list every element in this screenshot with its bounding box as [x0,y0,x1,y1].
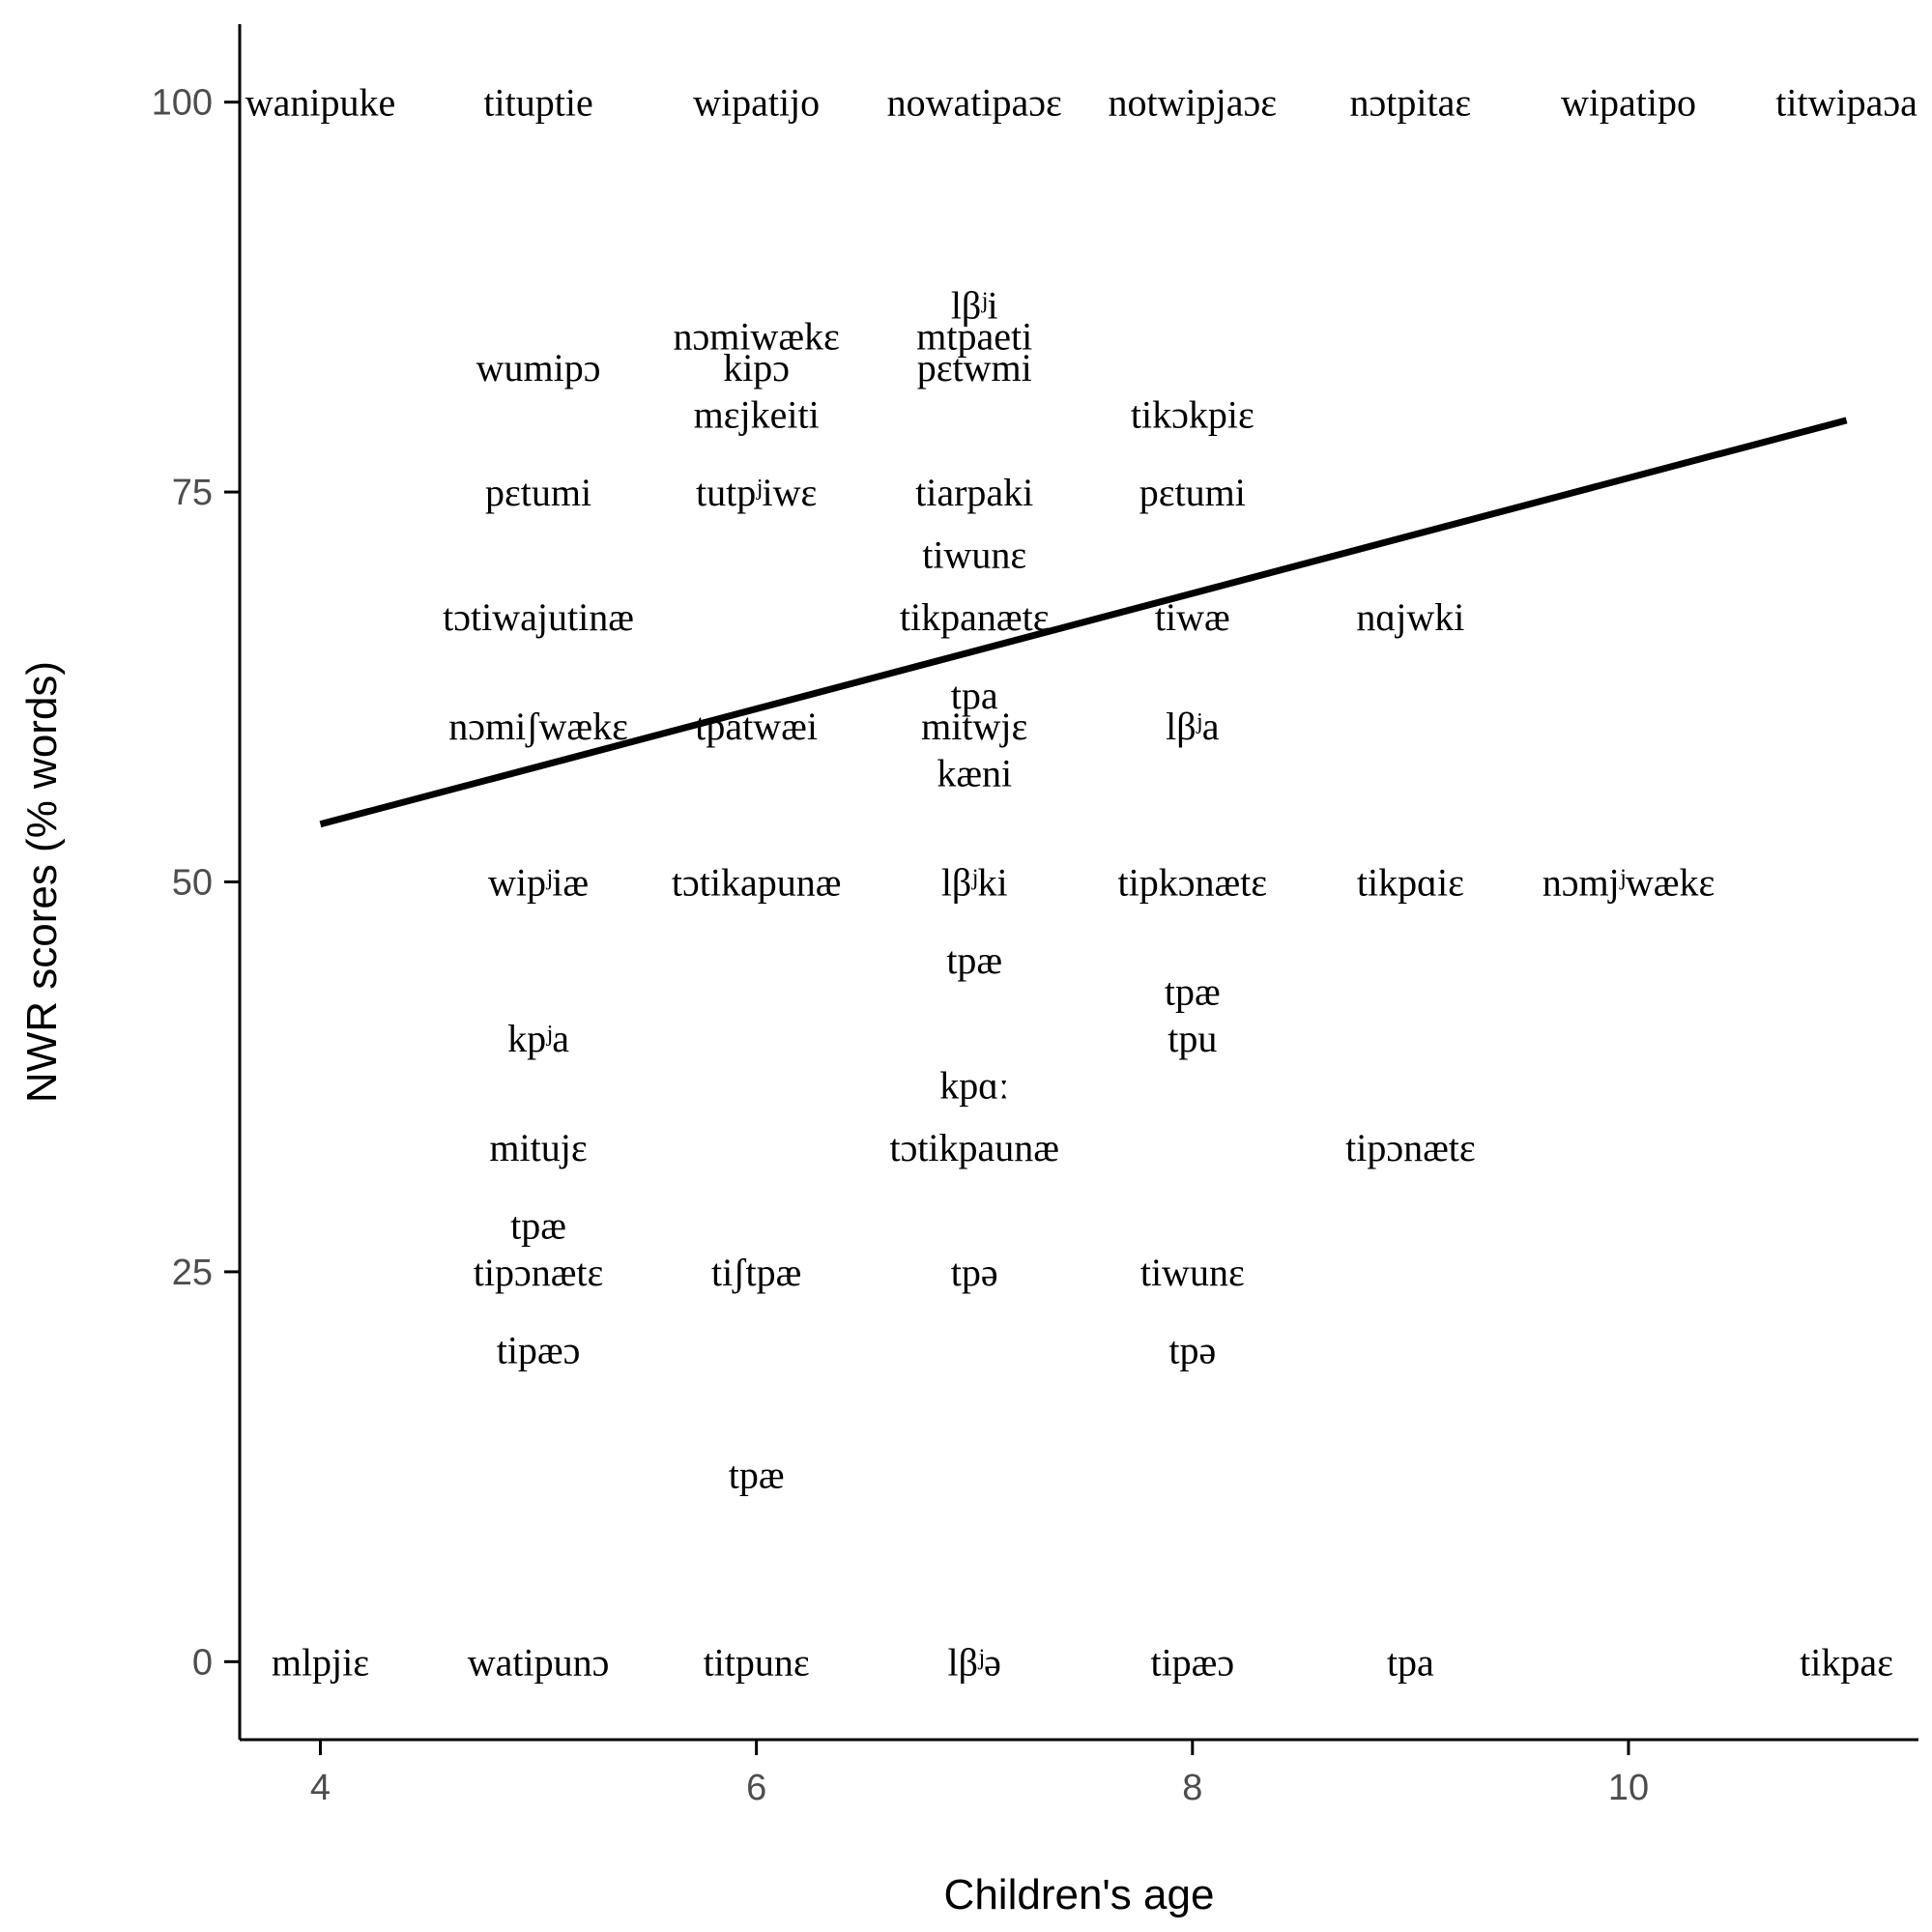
word-point: tpa [1387,1640,1434,1684]
word-point: kpʲa [507,1017,569,1060]
word-point: nɑjwki [1356,595,1464,639]
word-point: wipatijo [693,81,820,125]
word-point: tipæɔ [1150,1640,1234,1684]
word-point: mtpaeti [916,315,1032,359]
word-point: tikɔkpiɛ [1131,392,1254,436]
word-point: pɛtumi [485,471,591,514]
word-point: tipæɔ [497,1329,581,1372]
word-point: tpə [951,1251,998,1294]
y-tick-label: 100 [152,83,213,124]
word-point: tikpɑiɛ [1357,861,1464,905]
word-point: wanipuke [245,81,396,125]
word-point: tipɔnætɛ [474,1251,604,1294]
y-tick-label: 75 [172,473,213,513]
y-tick-label: 50 [172,863,213,904]
x-tick-label: 6 [746,1768,766,1808]
y-tick-label: 0 [192,1642,213,1683]
x-tick-label: 4 [310,1768,331,1808]
trend-line [319,417,1848,828]
word-point: wipʲiæ [488,861,589,905]
x-axis-ticks: 4 6 8 10 [310,1740,1649,1808]
word-point: kæni [937,752,1012,795]
x-tick-label: 10 [1608,1768,1649,1808]
word-point: tutpʲiwɛ [696,471,817,514]
word-point: tpæ [510,1204,566,1248]
word-point: lβʲa [1166,705,1220,748]
word-point: tpa [951,674,998,717]
word-point: nɔtpitaɛ [1350,81,1472,125]
word-point: tiʃtpæ [711,1251,801,1294]
y-tick-label: 25 [172,1253,213,1293]
word-point: tpæ [1165,969,1221,1013]
word-point: kpɑː [939,1063,1009,1107]
word-point: tiwunɛ [1140,1251,1245,1294]
word-point: tɔtikapunæ [672,861,842,905]
word-point: pɛtumi [1139,471,1246,514]
word-point: tipkɔnætɛ [1118,861,1268,905]
word-point: nowatipaɔɛ [887,81,1062,125]
word-point: titwipaɔa [1775,81,1918,125]
word-point: lβʲki [941,861,1008,905]
word-point: lβʲə [948,1640,1001,1684]
word-point: tituptie [483,81,592,125]
y-axis-title: NWR scores (% words) [18,661,66,1103]
word-point: mɛjkeiti [694,392,820,436]
word-point: wipatipo [1561,81,1696,125]
word-point: tipɔnætɛ [1345,1126,1476,1169]
word-point: tpu [1168,1017,1217,1060]
word-point: tpə [1168,1329,1216,1372]
word-point: nɔmiwækɛ [673,315,839,359]
word-point: tpæ [946,938,1002,982]
y-axis-ticks: 0 25 50 75 100 [152,83,240,1683]
word-point: wumipɔ [476,346,601,389]
word-point: tiarpaki [915,471,1033,514]
word-point: mitwjɛ [921,705,1027,748]
word-point: notwipjaɔɛ [1109,81,1278,125]
word-point: nɔmiʃwækɛ [448,705,628,748]
word-point: nɔmjʲwækɛ [1543,861,1716,905]
axes: 4 6 8 10 0 25 50 75 100 [152,24,1918,1808]
word-point: titpunɛ [704,1640,810,1684]
word-point: pɛtwmi [917,346,1032,389]
word-point: mlpjiɛ [272,1640,369,1684]
x-tick-label: 8 [1182,1768,1202,1808]
word-point: tpæ [729,1454,785,1497]
word-point: tiwunɛ [922,533,1026,577]
word-labels-layer: wanipuke tituptie wipatijo nowatipaɔɛ notwip… [245,81,1918,1685]
word-point: mitujɛ [489,1126,587,1169]
word-point: tɔtikpaunæ [889,1126,1059,1169]
word-point: tikpaɛ [1800,1640,1893,1684]
word-point: lβʲi [951,283,998,327]
word-point: tɔtiwajutinæ [443,595,634,639]
word-point: watipunɔ [468,1640,610,1684]
x-axis-title: Children's age [944,1871,1215,1918]
word-point: kipɔ [723,346,790,389]
word-point: tikpanætɛ [900,595,1050,639]
